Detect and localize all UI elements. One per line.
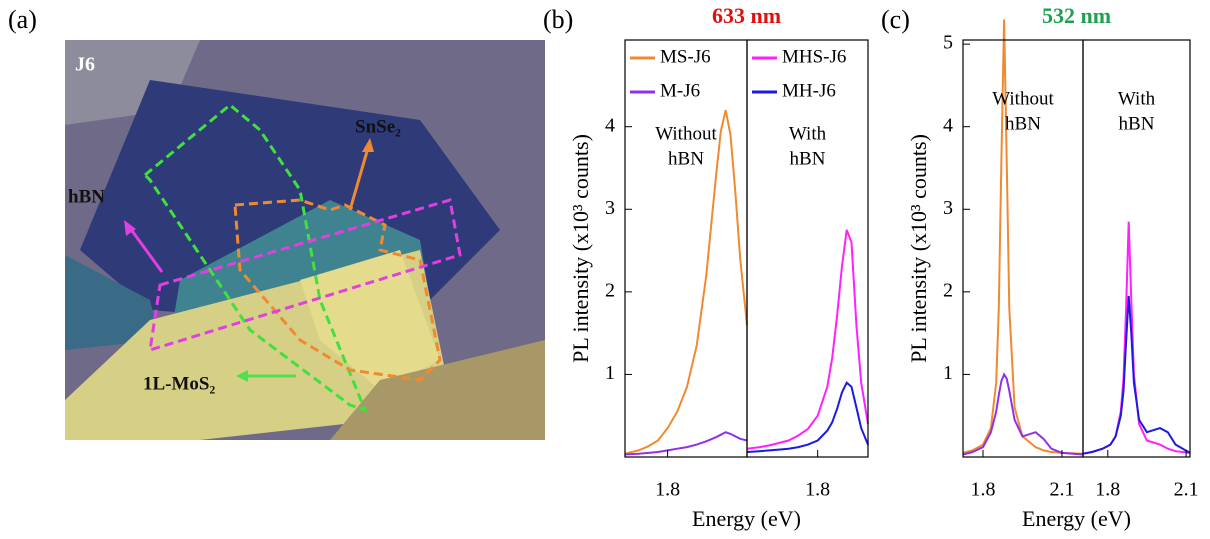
image-label: hBN <box>68 186 105 207</box>
plot-frame <box>624 39 748 458</box>
annotation: With <box>789 123 827 144</box>
hbn-outline <box>148 198 462 353</box>
chart-title: 633 nm <box>712 3 781 28</box>
panel-label: (b) <box>543 5 573 34</box>
image-label: J6 <box>75 54 95 76</box>
panel-label: (c) <box>881 5 910 34</box>
annotation: Without <box>992 88 1054 109</box>
plot-frame <box>746 39 869 458</box>
x-tick-label: 1.8 <box>805 479 830 501</box>
arrow-head <box>124 220 136 236</box>
spectrum <box>962 19 1084 455</box>
image-region <box>330 340 545 440</box>
arrow <box>128 227 164 273</box>
arrow-head <box>236 370 248 382</box>
spectrum <box>624 109 748 455</box>
x-tick-label: 1.8 <box>655 479 680 501</box>
spectrum <box>746 381 869 453</box>
image-label: SnSe₂ <box>355 116 401 137</box>
y-tick-label: 2 <box>943 279 953 301</box>
legend-label: M-J6 <box>660 80 700 101</box>
y-tick-label: 3 <box>943 197 953 219</box>
legend-label: MS-J6 <box>660 46 711 67</box>
annotation: hBN <box>1005 113 1041 134</box>
y-tick-label: 3 <box>605 197 615 219</box>
x-tick-label: 2.1 <box>1049 479 1074 501</box>
y-tick-label: 1 <box>605 362 615 384</box>
image-label: 1L-MoS₂ <box>143 373 216 394</box>
spectrum <box>746 229 869 450</box>
x-axis-label: Energy (eV) <box>1022 506 1131 531</box>
y-tick-label: 2 <box>605 279 615 301</box>
y-tick-label: 5 <box>943 32 953 54</box>
spectrum <box>1082 221 1191 455</box>
annotation: Without <box>655 123 717 144</box>
annotation: hBN <box>1119 113 1155 134</box>
x-axis-label: Energy (eV) <box>692 506 801 531</box>
spectrum <box>624 431 748 456</box>
x-tick-label: 2.1 <box>1174 479 1199 501</box>
arrow-head <box>362 138 374 152</box>
annotation: With <box>1118 88 1156 109</box>
annotation: hBN <box>790 148 826 169</box>
annotation: hBN <box>668 148 704 169</box>
legend-label: MHS-J6 <box>782 46 846 67</box>
y-tick-label: 1 <box>943 362 953 384</box>
image-region <box>65 255 160 350</box>
plot-frame <box>1082 39 1191 458</box>
y-tick-label: 4 <box>943 114 953 136</box>
spectrum <box>962 372 1084 456</box>
x-tick-label: 1.8 <box>1095 479 1120 501</box>
snse2-outline <box>233 198 442 382</box>
chart-title: 532 nm <box>1042 3 1111 28</box>
mos2-outline <box>142 103 368 413</box>
arrow <box>348 147 370 211</box>
x-tick-label: 1.8 <box>971 479 996 501</box>
y-tick-label: 4 <box>605 114 615 136</box>
image-region <box>300 250 440 390</box>
panel-label: (a) <box>8 5 37 34</box>
micrograph: J6 hBN SnSe₂ 1L-MoS₂ <box>65 40 545 440</box>
spectrum <box>1082 295 1191 455</box>
y-axis-label: PL intensity (x10³ counts) <box>568 134 593 363</box>
legend-label: MH-J6 <box>782 80 836 101</box>
y-axis-label: PL intensity (x10³ counts) <box>906 134 931 363</box>
